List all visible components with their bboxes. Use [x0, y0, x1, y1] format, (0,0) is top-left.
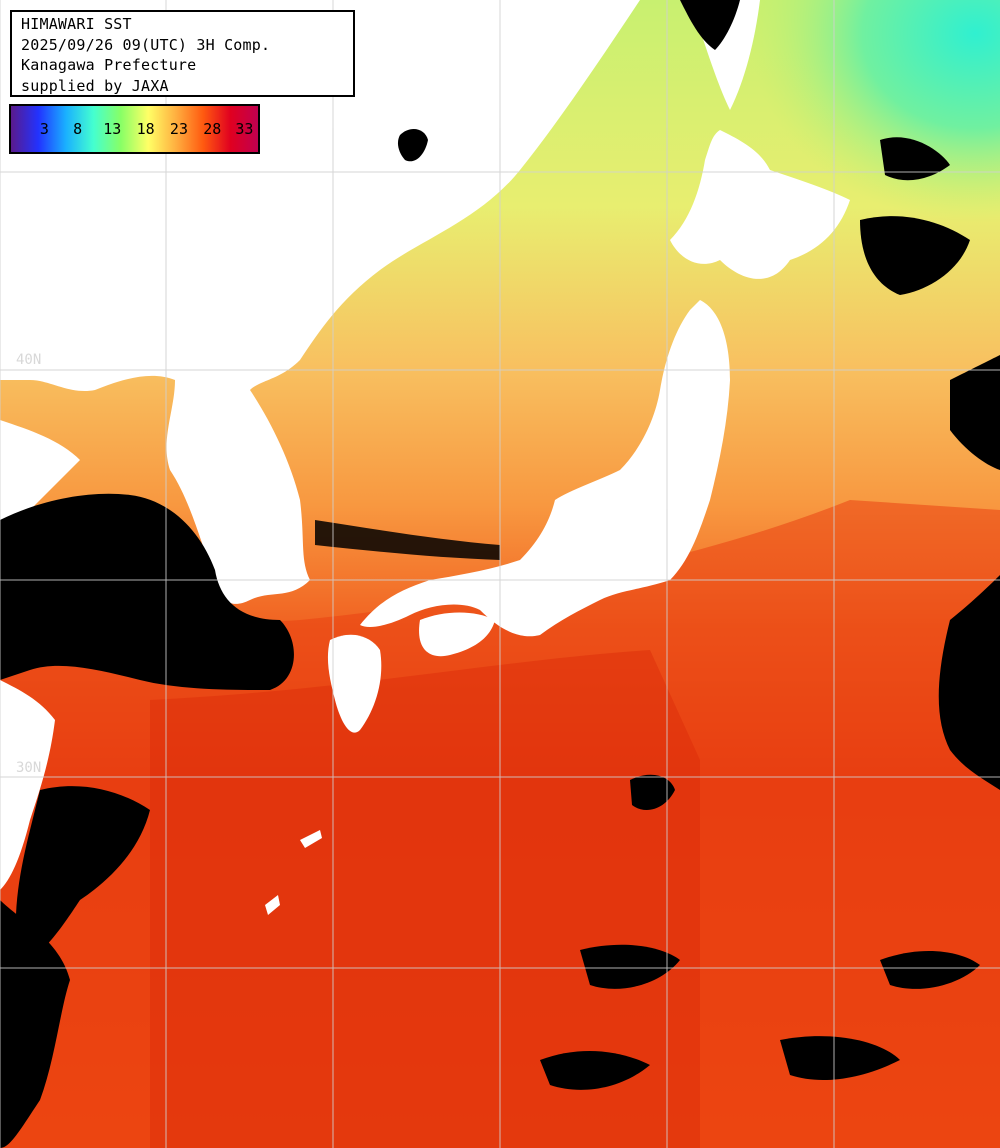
cloud-pacific-south-2 [880, 950, 980, 989]
ryukyu-island-1 [300, 830, 322, 848]
cloud-south-west [0, 900, 70, 1148]
cloud-pacific-south-3 [540, 1050, 650, 1090]
shikoku-land [419, 612, 495, 657]
ryukyu-island-2 [265, 895, 280, 915]
legend-label-3: 3 [39, 120, 49, 138]
lat-label-40n: 40N [16, 352, 42, 368]
cloud-north-east-edge [950, 355, 1000, 470]
legend-label-8: 8 [73, 120, 83, 138]
cloud-kuril-2 [880, 137, 950, 181]
cloud-yellow-sea [0, 493, 294, 690]
cloud-pacific-south-4 [780, 1036, 900, 1080]
color-scale-legend: 3 8 13 18 23 28 33 [9, 104, 260, 154]
cloud-east-pacific [938, 575, 1000, 790]
cloud-east-china-sea [15, 786, 150, 960]
cloud-pacific-south-1 [580, 944, 680, 989]
kyushu-land [327, 634, 382, 733]
title-line-product: HIMAWARI SST [21, 15, 132, 33]
cloud-kuril [860, 216, 970, 295]
continent-land-lower [0, 420, 80, 520]
hokkaido-land [670, 130, 850, 279]
china-coast-land [0, 680, 55, 890]
cloud-pacific-mid [630, 774, 675, 810]
title-line-region: Kanagawa Prefecture [21, 56, 197, 74]
title-box: HIMAWARI SST 2025/09/26 09(UTC) 3H Comp.… [10, 10, 355, 97]
island-north-sea-japan [397, 128, 428, 162]
legend-label-18: 18 [136, 120, 155, 138]
legend-label-33: 33 [235, 120, 254, 138]
legend-label-23: 23 [169, 120, 188, 138]
hot-core-south [150, 650, 700, 1148]
title-line-credit: supplied by JAXA [21, 76, 169, 95]
lat-label-30n: 30N [16, 760, 42, 776]
legend-tick-labels: 3 8 13 18 23 28 33 [11, 120, 258, 140]
legend-label-28: 28 [203, 120, 222, 138]
cloud-sakhalin [680, 0, 740, 50]
legend-label-13: 13 [103, 120, 122, 138]
title-line-datetime: 2025/09/26 09(UTC) 3H Comp. [21, 35, 271, 54]
cloud-strait-band [315, 520, 500, 560]
honshu-land [360, 300, 730, 637]
